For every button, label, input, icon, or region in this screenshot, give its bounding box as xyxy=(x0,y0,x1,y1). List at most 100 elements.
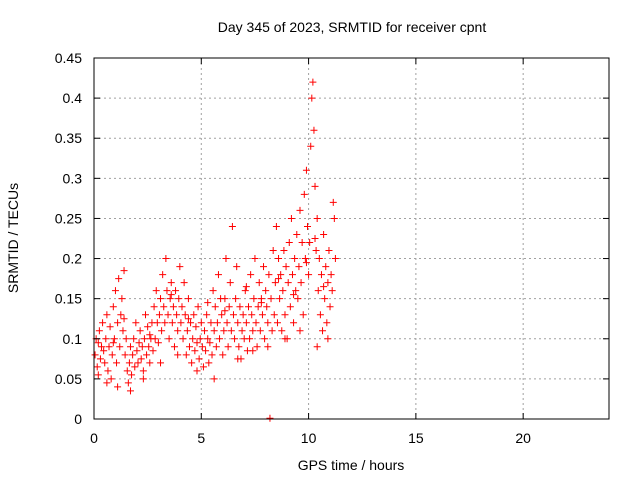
data-point-marker xyxy=(284,279,292,287)
data-point-marker xyxy=(194,303,202,311)
data-point-marker xyxy=(236,303,244,311)
data-point-marker xyxy=(119,327,127,335)
data-point-marker xyxy=(313,343,321,351)
data-point-marker xyxy=(221,295,229,303)
data-point-marker xyxy=(129,351,137,359)
data-point-marker xyxy=(109,303,117,311)
data-point-marker xyxy=(168,319,176,327)
data-point-marker xyxy=(199,363,207,371)
data-point-marker xyxy=(265,271,273,279)
data-point-marker xyxy=(278,327,286,335)
y-tick-label: 0.1 xyxy=(63,331,83,347)
y-tick-label: 0.15 xyxy=(55,291,82,307)
data-point-marker xyxy=(118,295,126,303)
data-point-marker xyxy=(122,335,130,343)
data-point-marker xyxy=(170,343,178,351)
data-point-marker xyxy=(228,222,236,230)
data-point-marker xyxy=(258,311,266,319)
data-point-marker xyxy=(327,271,335,279)
data-point-marker xyxy=(124,379,132,387)
data-point-marker xyxy=(225,303,233,311)
data-point-marker xyxy=(307,142,315,150)
data-point-marker xyxy=(242,283,250,291)
data-point-marker xyxy=(114,319,122,327)
data-point-marker xyxy=(287,214,295,222)
data-point-marker xyxy=(239,311,247,319)
data-point-marker xyxy=(172,287,180,295)
data-point-marker xyxy=(130,335,138,343)
data-point-marker xyxy=(248,311,256,319)
data-point-marker xyxy=(277,271,285,279)
data-point-marker xyxy=(224,343,232,351)
x-tick-label: 20 xyxy=(515,430,531,446)
data-point-marker xyxy=(223,319,231,327)
x-tick-label: 5 xyxy=(197,430,205,446)
data-point-marker xyxy=(211,303,219,311)
data-point-marker xyxy=(91,351,99,359)
data-point-marker xyxy=(164,311,172,319)
data-point-marker xyxy=(246,335,254,343)
data-point-marker xyxy=(187,319,195,327)
data-point-marker xyxy=(140,335,148,343)
data-point-marker xyxy=(210,375,218,383)
data-point-marker xyxy=(297,279,305,287)
data-point-marker xyxy=(310,126,318,134)
data-point-marker xyxy=(142,311,149,319)
data-point-marker xyxy=(102,335,110,343)
data-point-marker xyxy=(115,275,123,283)
data-point-marker xyxy=(195,355,203,363)
data-point-marker xyxy=(286,303,294,311)
data-point-marker xyxy=(160,303,168,311)
data-point-marker xyxy=(191,347,199,355)
data-point-marker xyxy=(281,311,289,319)
data-point-marker xyxy=(150,303,158,311)
data-point-marker xyxy=(146,331,154,339)
data-point-marker xyxy=(247,271,255,279)
data-point-marker xyxy=(196,335,204,343)
data-point-marker xyxy=(253,343,261,351)
data-point-marker xyxy=(281,335,289,343)
data-point-marker xyxy=(189,335,197,343)
data-point-marker xyxy=(158,327,166,335)
data-point-marker xyxy=(139,367,147,375)
axis-ticks: 0 5 10 15 20 0 0.05 0.1 0.15 0.2 0.25 0.3 0.35 0.4 0.4… xyxy=(55,50,609,446)
data-point-marker xyxy=(305,271,313,279)
data-point-marker xyxy=(231,335,239,343)
data-point-marker xyxy=(157,359,165,367)
data-point-marker xyxy=(177,319,185,327)
data-point-marker xyxy=(208,351,216,359)
data-point-marker xyxy=(232,295,240,303)
x-tick-label: 0 xyxy=(90,430,98,446)
data-point-marker xyxy=(162,255,170,263)
data-point-marker xyxy=(125,359,133,367)
y-tick-label: 0.35 xyxy=(55,130,82,146)
data-point-marker xyxy=(324,335,332,343)
data-point-marker xyxy=(165,335,173,343)
data-point-marker xyxy=(120,315,128,323)
data-point-marker xyxy=(149,347,157,355)
data-point-marker xyxy=(117,311,125,319)
data-point-marker xyxy=(204,335,212,343)
data-point-marker xyxy=(201,327,209,335)
data-point-marker xyxy=(276,295,284,303)
data-point-marker xyxy=(206,339,214,347)
data-point-marker xyxy=(279,287,287,295)
data-point-marker xyxy=(275,275,283,283)
data-point-marker xyxy=(101,359,109,367)
data-point-marker xyxy=(264,319,272,327)
data-point-marker xyxy=(173,311,181,319)
y-tick-label: 0.25 xyxy=(55,210,82,226)
data-point-marker xyxy=(143,351,151,359)
data-point-marker xyxy=(275,255,283,263)
data-point-marker xyxy=(293,230,301,238)
data-point-marker xyxy=(268,327,276,335)
data-point-marker xyxy=(105,343,113,351)
data-point-marker xyxy=(169,303,177,311)
data-point-marker xyxy=(184,295,192,303)
data-point-marker xyxy=(204,299,212,307)
data-point-marker xyxy=(134,359,142,367)
data-point-marker xyxy=(110,335,118,343)
y-tick-label: 0.2 xyxy=(63,251,83,267)
data-point-marker xyxy=(153,319,161,327)
data-point-marker xyxy=(254,303,262,311)
